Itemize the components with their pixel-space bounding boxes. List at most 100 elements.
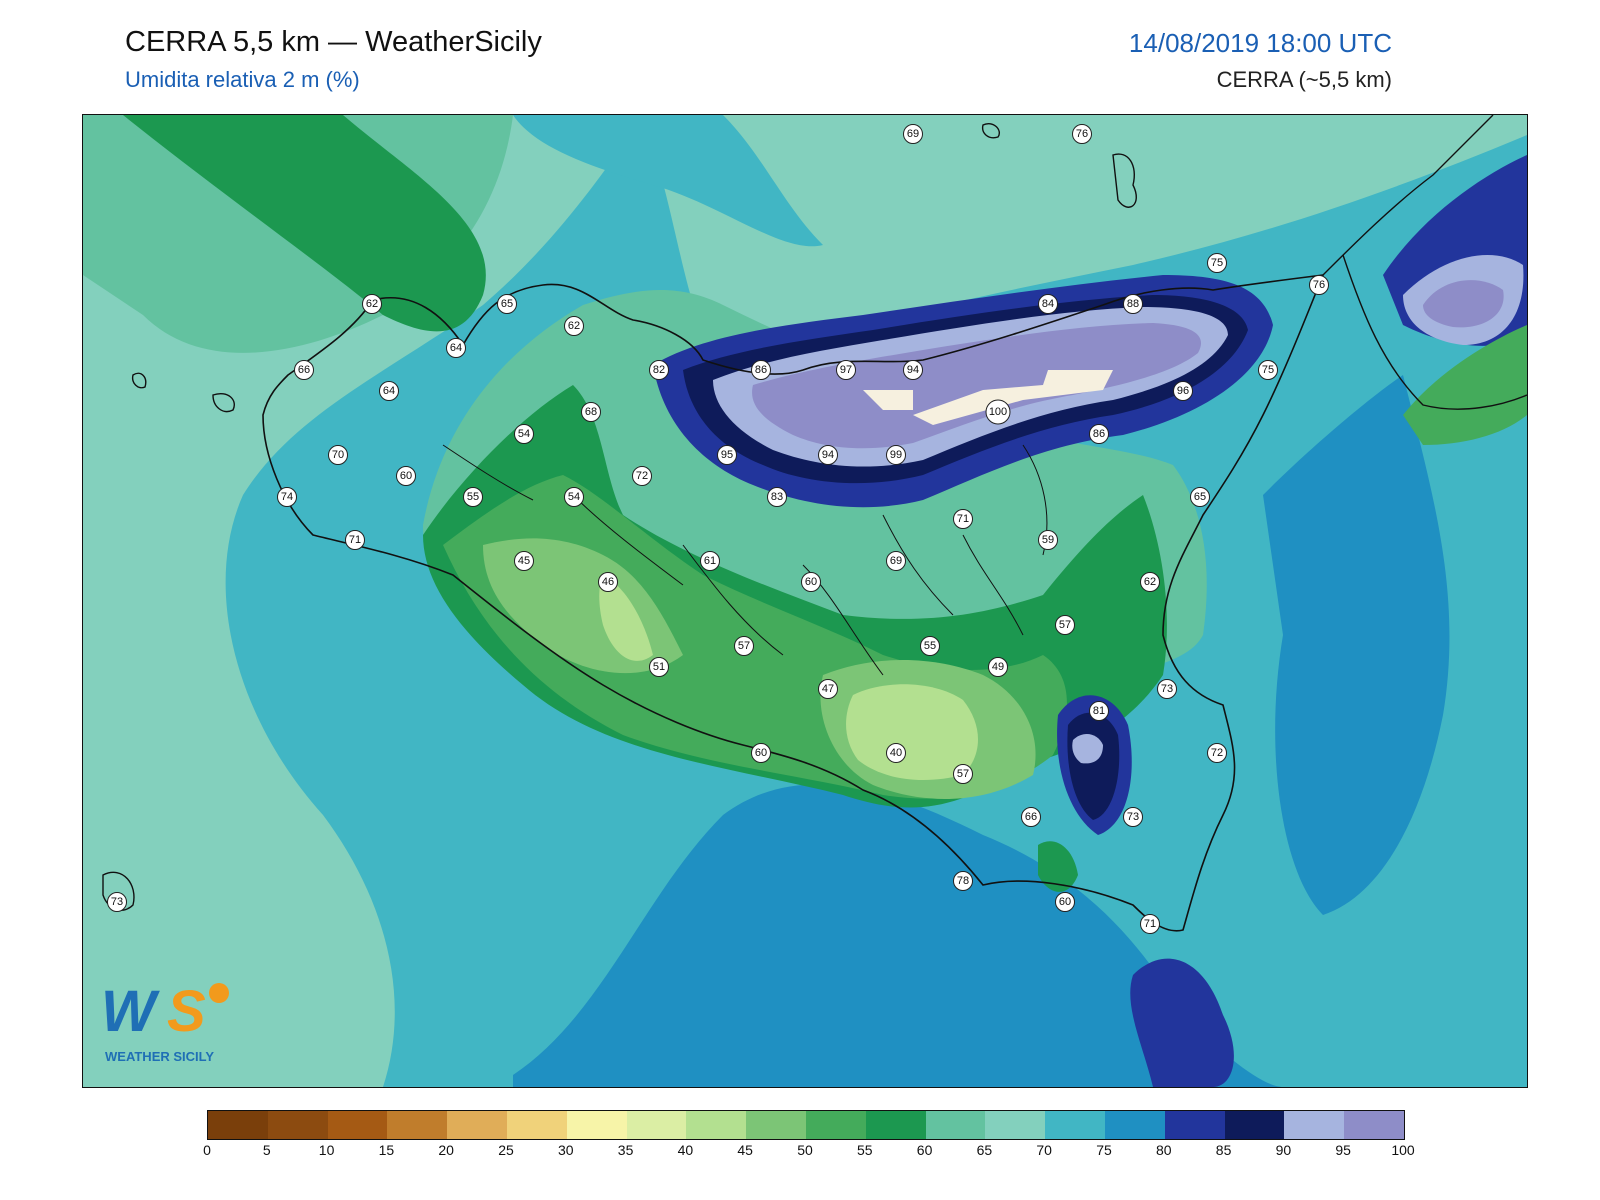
station-marker: 46: [598, 572, 618, 592]
humidity-map: 69 76 75 76 62 65 62 64 84 88 66 64 82 86 97 94 75 96 100 6…: [82, 114, 1528, 1088]
colorbar-tick-label: 85: [1215, 1142, 1232, 1158]
station-marker: 72: [1207, 743, 1227, 763]
station-value: 57: [1059, 619, 1071, 631]
aeolian-coastline: [1112, 153, 1137, 208]
station-marker: 65: [497, 294, 517, 314]
station-value: 60: [755, 747, 767, 759]
station-marker: 65: [1190, 487, 1210, 507]
station-value: 66: [1025, 811, 1037, 823]
colorbar-tick-label: 35: [617, 1142, 634, 1158]
station-marker: 69: [903, 124, 923, 144]
map-title: CERRA 5,5 km — WeatherSicily: [125, 26, 542, 58]
station-value: 62: [366, 298, 378, 310]
colorbar-tick-label: 70: [1036, 1142, 1052, 1158]
station-value: 74: [281, 491, 293, 503]
station-marker: 88: [1123, 294, 1143, 314]
station-value: 55: [924, 640, 936, 652]
colorbar-ticks: 0 5 10 15 20 25 30 35 40 45 50 55 60 65 70 75 80 85 90 95 10…: [203, 1142, 1415, 1162]
station-value: 60: [805, 576, 817, 588]
station-value: 60: [400, 470, 412, 482]
colorbar-tick-label: 40: [677, 1142, 694, 1158]
svg-text:W: W: [101, 979, 160, 1044]
station-value: 55: [467, 491, 479, 503]
station-value: 86: [1093, 428, 1105, 440]
egadi-coastline: [131, 372, 235, 413]
station-value: 81: [1093, 705, 1105, 717]
calabria-band-95: [1423, 280, 1504, 328]
colorbar-segment: [1344, 1111, 1404, 1139]
station-value: 59: [1042, 534, 1054, 546]
colorbar-tick-label: 45: [737, 1142, 753, 1158]
station-value: 100: [989, 406, 1007, 418]
station-value: 82: [653, 364, 665, 376]
station-marker: 73: [107, 892, 127, 912]
ustica-coastline: [981, 123, 1000, 139]
west-central-band-40: [599, 575, 653, 661]
colorbar-tick-label: 65: [976, 1142, 993, 1158]
colorbar-segment: [267, 1111, 328, 1139]
station-value: 71: [349, 534, 361, 546]
station-marker: 97: [836, 360, 856, 380]
calabria-coastline: [1322, 115, 1494, 276]
station-marker: 72: [632, 466, 652, 486]
southeast-band-90: [1072, 733, 1103, 764]
colorbar-segment: [1284, 1111, 1345, 1139]
station-value: 75: [1211, 257, 1223, 269]
station-marker: 73: [1157, 679, 1177, 699]
station-marker: 86: [751, 360, 771, 380]
station-marker: 40: [886, 743, 906, 763]
southeast-band-55: [1038, 841, 1078, 892]
station-value: 96: [1177, 385, 1189, 397]
station-value: 65: [1194, 491, 1206, 503]
station-value: 40: [890, 747, 902, 759]
station-marker: 57: [1055, 615, 1075, 635]
station-marker: 49: [988, 657, 1008, 677]
map-subtitle: Umidita relativa 2 m (%): [125, 67, 360, 92]
south-central-band-40: [846, 684, 978, 780]
station-marker: 54: [564, 487, 584, 507]
station-marker: 71: [345, 530, 365, 550]
station-value: 65: [501, 298, 513, 310]
colorbar-segment: [925, 1111, 986, 1139]
station-marker: 81: [1089, 701, 1109, 721]
station-marker: 55: [463, 487, 483, 507]
colorbar-tick-label: 25: [498, 1142, 514, 1158]
colorbar-tick-label: 30: [558, 1142, 574, 1158]
south-band-75: [513, 784, 1283, 1087]
station-value: 57: [957, 768, 969, 780]
colorbar-tick-label: 60: [916, 1142, 933, 1158]
station-marker: 62: [1140, 572, 1160, 592]
station-marker: 70: [328, 445, 348, 465]
station-marker: 66: [1021, 807, 1041, 827]
colorbar-segment: [566, 1111, 627, 1139]
station-marker: 59: [1038, 530, 1058, 550]
station-marker: 71: [953, 509, 973, 529]
station-value: 69: [890, 555, 902, 567]
station-value: 94: [907, 364, 919, 376]
station-marker: 94: [903, 360, 923, 380]
station-marker: 86: [1089, 424, 1109, 444]
model-label: CERRA (~5,5 km): [1216, 67, 1392, 92]
station-marker: 75: [1207, 253, 1227, 273]
calabria-south-coastline: [1342, 254, 1527, 410]
station-marker: 69: [886, 551, 906, 571]
colorbar-tick-label: 100: [1391, 1142, 1415, 1158]
station-value: 62: [1144, 576, 1156, 588]
colorbar-tick-label: 0: [203, 1142, 211, 1158]
station-value: 76: [1313, 279, 1325, 291]
tyrrhenian-band-100: [863, 370, 1113, 425]
station-marker: 68: [581, 402, 601, 422]
colorbar-segment: [208, 1111, 268, 1139]
station-value: 76: [1076, 128, 1088, 140]
station-marker: 99: [886, 445, 906, 465]
station-value: 73: [1127, 811, 1139, 823]
station-marker: 45: [514, 551, 534, 571]
station-value: 78: [957, 875, 969, 887]
station-marker: 95: [717, 445, 737, 465]
station-value: 51: [653, 661, 665, 673]
station-value: 73: [1161, 683, 1173, 695]
east-band-75: [1263, 375, 1450, 915]
station-value: 84: [1042, 298, 1054, 310]
northwest-band-55: [123, 115, 486, 332]
station-marker: 100: [985, 399, 1011, 425]
